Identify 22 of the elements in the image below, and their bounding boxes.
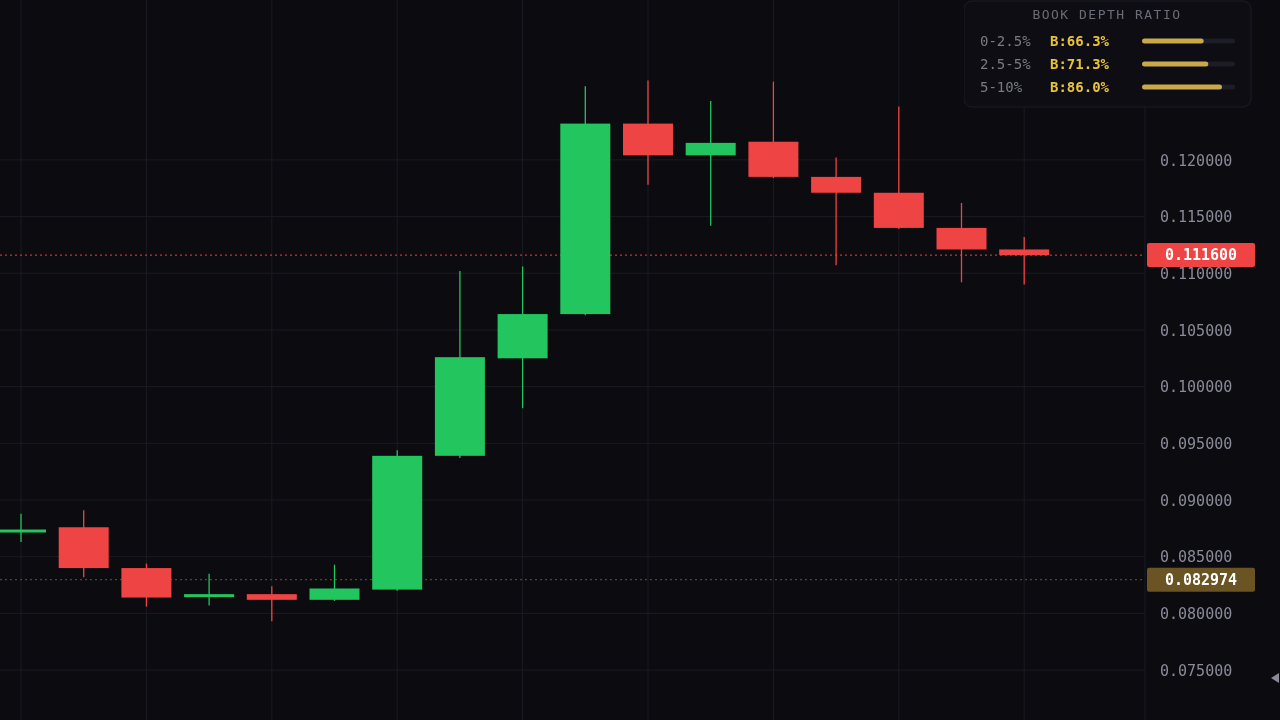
category-label: 2.5-5% bbox=[980, 55, 1031, 72]
candlestick bbox=[184, 573, 235, 607]
candlestick bbox=[685, 100, 736, 227]
data-label: B:86.0% bbox=[1050, 78, 1110, 95]
ref-line-label: 0.111600 bbox=[1164, 246, 1238, 265]
data-label: B:66.3% bbox=[1050, 32, 1110, 49]
y-tick-label: 0.085000 bbox=[1160, 548, 1233, 567]
y-tick-label: 0.095000 bbox=[1160, 435, 1233, 454]
y-tick-label: 0.075000 bbox=[1160, 661, 1233, 680]
y-tick-label: 0.090000 bbox=[1160, 491, 1233, 510]
ref-line-label: 0.082974 bbox=[1164, 570, 1238, 589]
y-tick-label: 0.115000 bbox=[1160, 208, 1233, 227]
category-label: 0-2.5% bbox=[980, 32, 1031, 49]
data-label: B:71.3% bbox=[1050, 55, 1110, 72]
y-tick-label: 0.110000 bbox=[1160, 265, 1233, 284]
candlestick bbox=[246, 585, 297, 622]
y-tick-label: 0.105000 bbox=[1160, 321, 1233, 340]
chart-title: BOOK DEPTH RATIO bbox=[1032, 7, 1182, 22]
y-tick-label: 0.100000 bbox=[1160, 378, 1233, 397]
category-label: 5-10% bbox=[980, 78, 1023, 95]
y-tick-label: 0.120000 bbox=[1160, 151, 1233, 170]
y-tick-label: 0.080000 bbox=[1160, 605, 1233, 624]
